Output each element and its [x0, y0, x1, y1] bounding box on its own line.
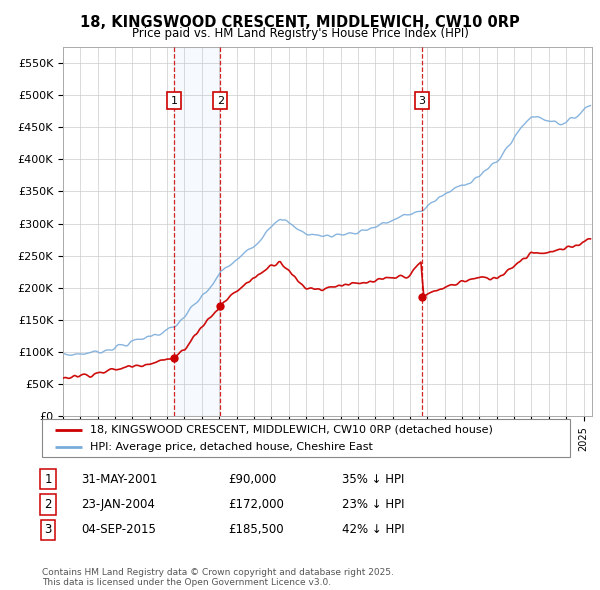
Text: 3: 3	[44, 523, 52, 536]
Text: 35% ↓ HPI: 35% ↓ HPI	[342, 473, 404, 486]
Text: 2: 2	[44, 498, 52, 511]
Text: 23-JAN-2004: 23-JAN-2004	[81, 498, 155, 511]
Text: 31-MAY-2001: 31-MAY-2001	[81, 473, 157, 486]
Text: 42% ↓ HPI: 42% ↓ HPI	[342, 523, 404, 536]
FancyBboxPatch shape	[42, 419, 570, 457]
Text: £90,000: £90,000	[228, 473, 276, 486]
Text: 1: 1	[171, 96, 178, 106]
Text: 18, KINGSWOOD CRESCENT, MIDDLEWICH, CW10 0RP: 18, KINGSWOOD CRESCENT, MIDDLEWICH, CW10…	[80, 15, 520, 30]
Text: 18, KINGSWOOD CRESCENT, MIDDLEWICH, CW10 0RP (detached house): 18, KINGSWOOD CRESCENT, MIDDLEWICH, CW10…	[89, 425, 493, 435]
Text: HPI: Average price, detached house, Cheshire East: HPI: Average price, detached house, Ches…	[89, 441, 373, 451]
Text: £185,500: £185,500	[228, 523, 284, 536]
Bar	[175, 47, 220, 416]
Text: Price paid vs. HM Land Registry's House Price Index (HPI): Price paid vs. HM Land Registry's House …	[131, 27, 469, 40]
Text: 23% ↓ HPI: 23% ↓ HPI	[342, 498, 404, 511]
Text: 04-SEP-2015: 04-SEP-2015	[81, 523, 156, 536]
Text: £172,000: £172,000	[228, 498, 284, 511]
Text: 2: 2	[217, 96, 224, 106]
Text: 3: 3	[418, 96, 425, 106]
Text: Contains HM Land Registry data © Crown copyright and database right 2025.
This d: Contains HM Land Registry data © Crown c…	[42, 568, 394, 587]
Text: 1: 1	[44, 473, 52, 486]
